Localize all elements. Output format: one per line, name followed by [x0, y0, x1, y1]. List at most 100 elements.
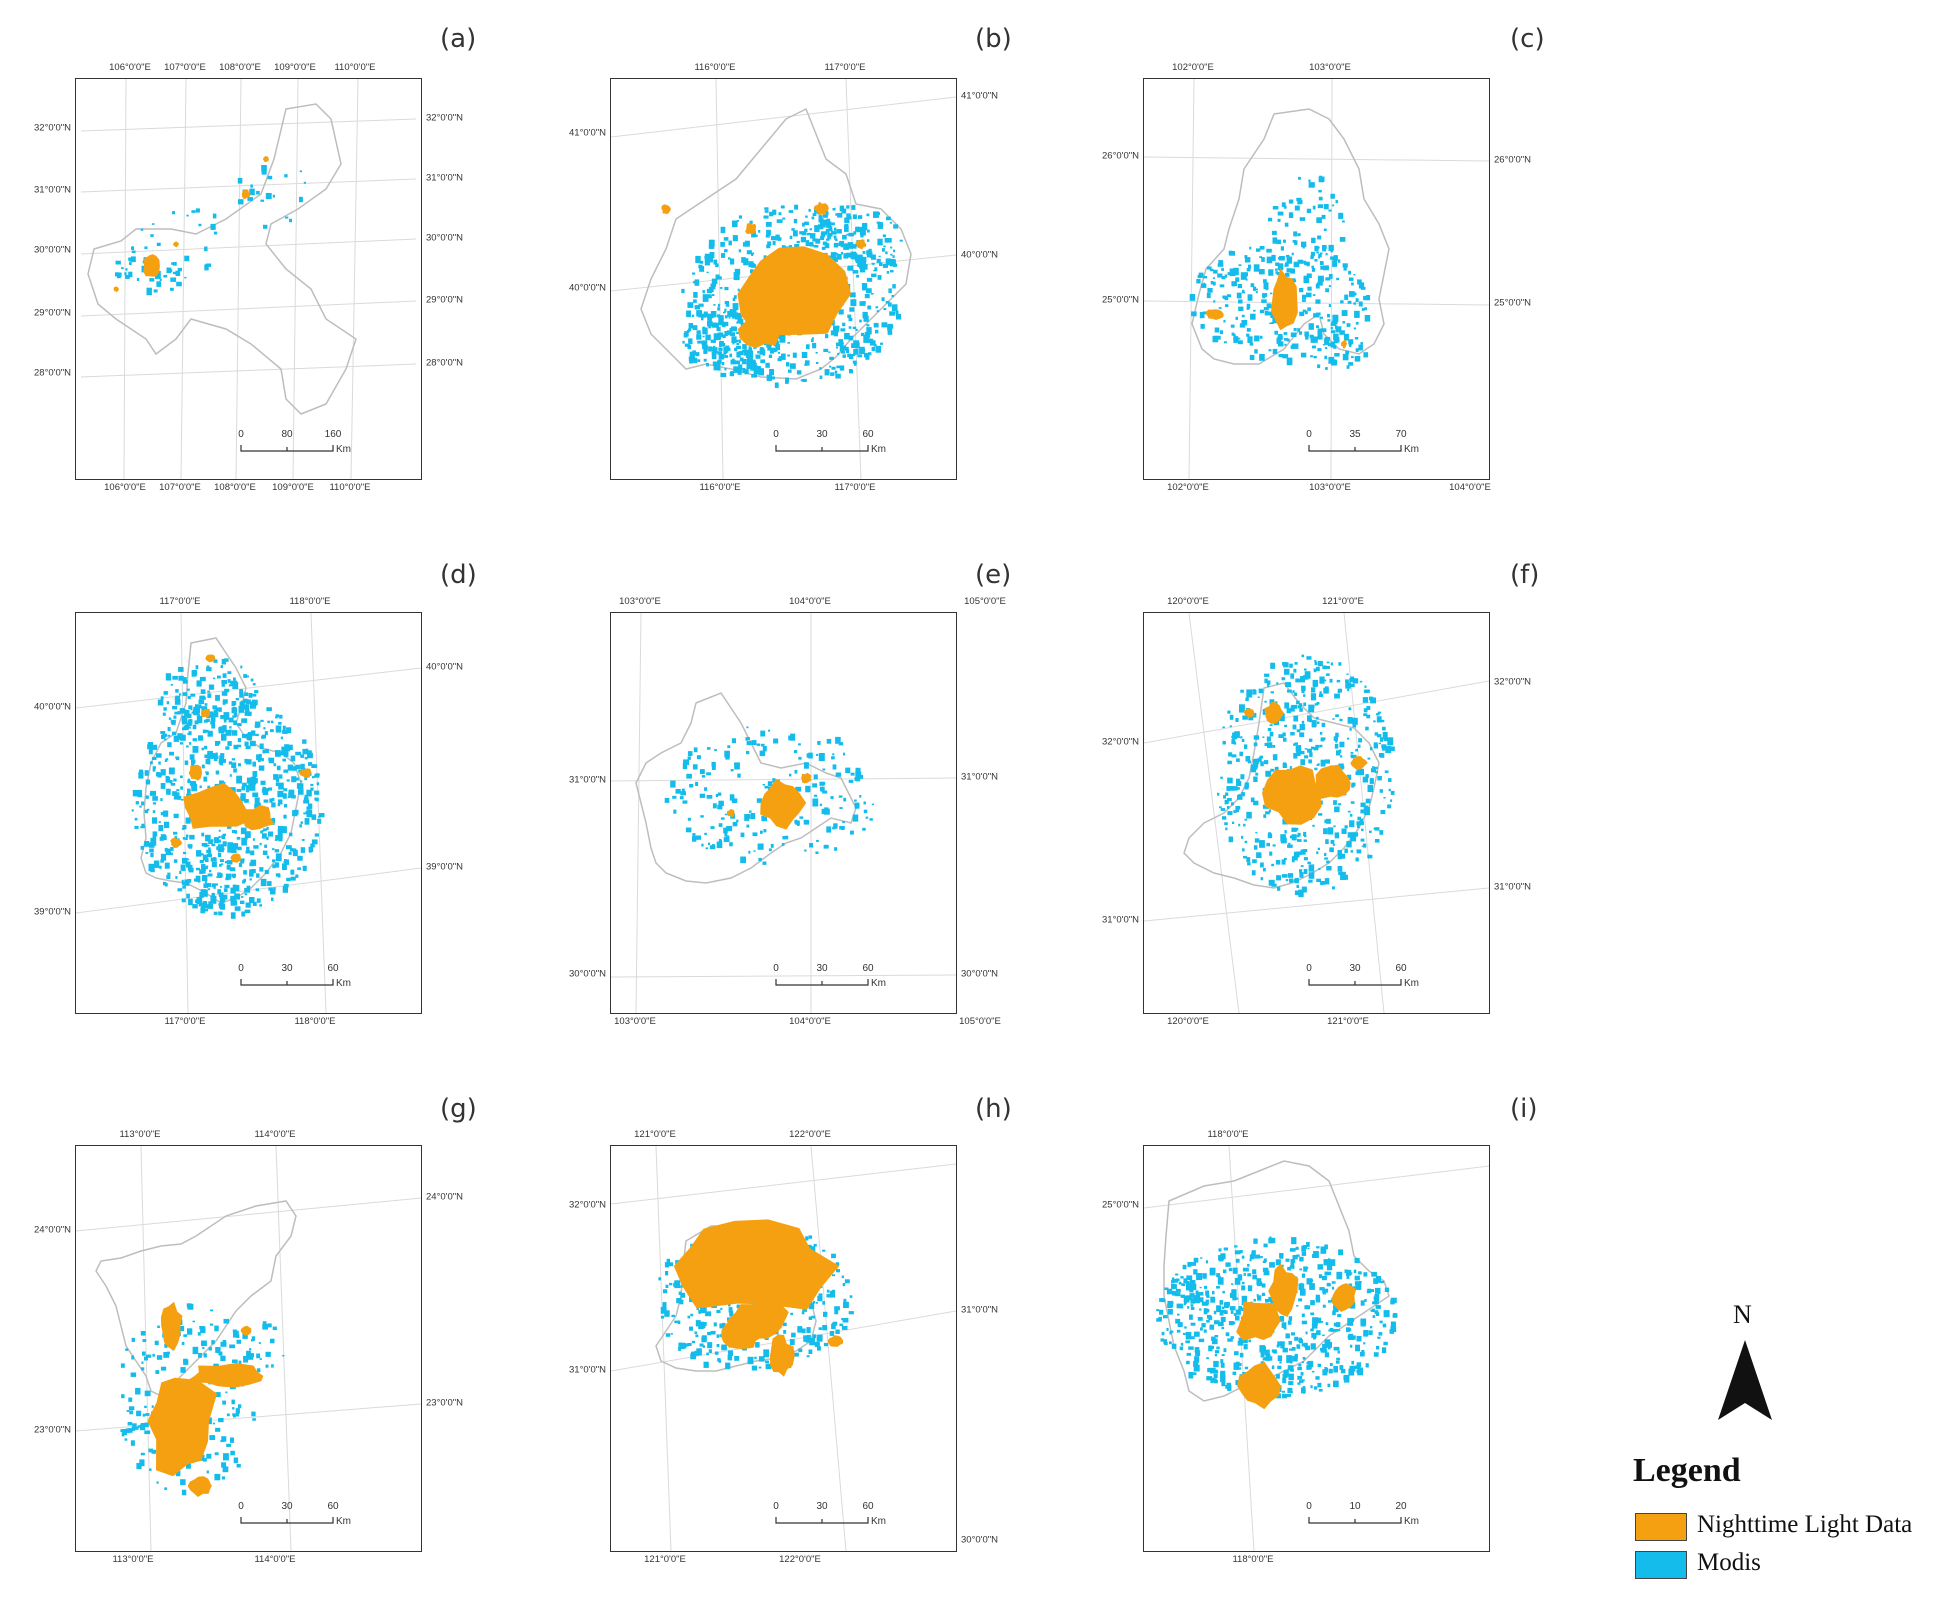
- modis-pixel: [866, 213, 870, 217]
- modis-pixel: [824, 220, 828, 223]
- modis-pixel: [843, 1301, 849, 1308]
- modis-pixel: [1283, 857, 1287, 861]
- modis-pixel: [1311, 1370, 1315, 1373]
- modis-pixel: [1220, 1374, 1226, 1383]
- scale-bar-label: 60: [327, 1501, 339, 1512]
- modis-pixel: [763, 1349, 770, 1358]
- modis-pixel: [262, 789, 269, 795]
- nighttime-light-area: [737, 311, 782, 348]
- tick-label-bottom: 102°0'0"E: [1167, 482, 1209, 493]
- modis-pixel: [286, 860, 289, 863]
- modis-pixel: [1335, 326, 1342, 333]
- modis-pixel: [1221, 1381, 1226, 1387]
- modis-pixel: [736, 345, 741, 349]
- modis-pixel: [847, 242, 854, 247]
- modis-pixel: [1183, 1278, 1188, 1284]
- modis-pixel: [688, 323, 693, 329]
- modis-pixel: [1261, 1283, 1266, 1288]
- graticule-line: [76, 1197, 421, 1232]
- modis-pixel: [1277, 341, 1284, 347]
- modis-pixel: [842, 234, 847, 240]
- modis-pixel: [236, 1339, 241, 1344]
- modis-pixel: [739, 350, 742, 353]
- tick-label-left: 31°0'0"N: [569, 1364, 606, 1376]
- modis-pixel: [1210, 281, 1214, 285]
- modis-pixel: [1174, 1292, 1181, 1297]
- modis-pixel: [1334, 743, 1339, 749]
- modis-pixel: [1340, 300, 1344, 304]
- modis-pixel: [1252, 689, 1256, 692]
- modis-pixel: [727, 745, 731, 749]
- modis-pixel: [695, 255, 701, 263]
- modis-pixel: [259, 842, 262, 846]
- modis-pixel: [1373, 720, 1376, 723]
- modis-pixel: [1259, 309, 1265, 314]
- modis-pixel: [173, 859, 178, 863]
- modis-pixel: [1317, 348, 1322, 352]
- modis-pixel: [1243, 823, 1246, 827]
- modis-pixel: [160, 811, 164, 816]
- modis-pixel: [203, 1353, 207, 1358]
- modis-pixel: [1291, 1237, 1297, 1245]
- modis-pixel: [1288, 212, 1294, 218]
- modis-pixel: [835, 1329, 840, 1334]
- modis-pixel: [300, 763, 305, 770]
- modis-pixel: [848, 1311, 854, 1315]
- modis-pixel: [210, 712, 216, 717]
- modis-pixel: [1325, 1322, 1329, 1326]
- modis-pixel: [1363, 713, 1368, 717]
- modis-pixel: [249, 188, 255, 196]
- modis-pixel: [1190, 1262, 1196, 1266]
- modis-pixel: [687, 344, 692, 350]
- modis-pixel: [725, 1362, 731, 1370]
- modis-pixel: [1217, 273, 1223, 278]
- tick-label-right: 31°0'0"N: [426, 172, 463, 184]
- modis-pixel: [1324, 857, 1328, 860]
- modis-pixel: [215, 770, 220, 775]
- modis-pixel: [1382, 732, 1388, 739]
- modis-pixel: [825, 228, 830, 234]
- modis-pixel: [1190, 1336, 1195, 1340]
- modis-pixel: [1323, 204, 1329, 210]
- modis-pixel: [231, 701, 237, 706]
- modis-pixel: [725, 755, 730, 760]
- modis-pixel: [1383, 1341, 1388, 1346]
- modis-pixel: [666, 1258, 670, 1264]
- tick-label-top: 106°0'0"E: [109, 62, 151, 73]
- modis-pixel: [805, 1338, 810, 1343]
- modis-pixel: [771, 347, 777, 353]
- tick-label-right: 23°0'0"N: [426, 1397, 463, 1409]
- modis-pixel: [848, 369, 853, 373]
- modis-pixel: [282, 729, 288, 734]
- modis-pixel: [690, 1353, 697, 1360]
- modis-pixel: [1351, 784, 1355, 788]
- modis-pixel: [142, 1339, 147, 1342]
- modis-pixel: [1228, 836, 1233, 843]
- modis-pixel: [300, 821, 303, 824]
- modis-pixel: [1327, 319, 1331, 322]
- modis-pixel: [268, 831, 274, 837]
- modis-pixel: [1187, 1262, 1192, 1267]
- modis-pixel: [788, 210, 794, 213]
- modis-pixel: [854, 799, 857, 802]
- modis-pixel: [243, 870, 247, 875]
- modis-pixel: [826, 1294, 832, 1298]
- modis-pixel: [260, 830, 263, 834]
- modis-pixel: [817, 224, 824, 230]
- modis-pixel: [232, 682, 239, 689]
- modis-pixel: [295, 777, 299, 781]
- modis-pixel: [1374, 1310, 1379, 1314]
- modis-pixel: [1354, 337, 1359, 340]
- modis-pixel: [718, 321, 724, 326]
- modis-pixel: [1381, 746, 1386, 751]
- modis-pixel: [284, 804, 288, 808]
- modis-pixel: [1206, 1357, 1209, 1360]
- modis-pixel: [188, 844, 192, 849]
- modis-pixel: [1262, 1260, 1266, 1263]
- modis-pixel: [819, 803, 822, 806]
- modis-pixel: [216, 876, 219, 878]
- modis-pixel: [1317, 1382, 1322, 1388]
- modis-pixel: [306, 806, 311, 810]
- modis-pixel: [1287, 844, 1293, 848]
- modis-pixel: [838, 795, 843, 798]
